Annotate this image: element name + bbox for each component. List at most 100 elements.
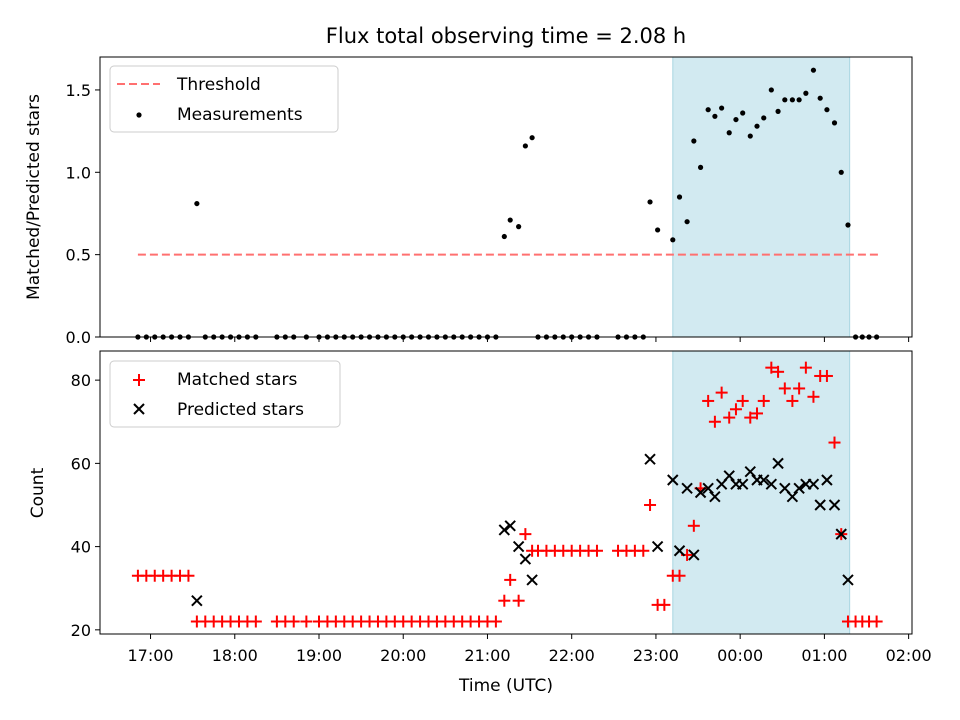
matched-star-point: [300, 615, 313, 628]
matched-star-point: [687, 519, 700, 532]
measurement-point: [516, 224, 522, 230]
predicted-star-point: [709, 490, 721, 503]
matched-star-point: [644, 498, 657, 511]
predicted-star-point: [821, 474, 833, 486]
predicted-star-point: [828, 499, 841, 511]
predicted-star-point: [651, 540, 664, 553]
matched-star-point: [673, 569, 686, 582]
bottom-x-tick-label: 20:00: [380, 646, 426, 665]
measurement-point: [684, 219, 690, 225]
bottom-x-tick-label: 19:00: [296, 646, 342, 665]
predicted-star-point: [772, 457, 784, 470]
top-plot-marks: [135, 67, 880, 340]
bottom-x-tick-label: 01:00: [801, 646, 847, 665]
measurement-point: [670, 237, 676, 243]
matched-star-point: [757, 394, 770, 407]
matched-star-point: [249, 615, 262, 628]
measurement-point: [775, 108, 781, 114]
matched-stars-legend-icon: [133, 374, 145, 386]
predicted-star-point: [736, 478, 749, 490]
bottom-y-tick-label: 80: [71, 371, 91, 390]
matched-star-point: [723, 411, 736, 424]
bottom-x-tick-label: 02:00: [886, 646, 932, 665]
predicted-star-point: [814, 499, 826, 511]
measurement-point: [824, 107, 830, 113]
measurement-point: [754, 123, 760, 129]
measurement-point: [796, 97, 802, 103]
predicted-star-point: [744, 465, 756, 478]
matched-star-point: [828, 436, 841, 449]
top-y-tick-label: 1.0: [66, 163, 91, 182]
top-y-tick-label: 0.5: [66, 246, 91, 265]
measurement-point: [507, 217, 513, 223]
bottom-x-tick-label: 17:00: [127, 646, 173, 665]
matched-star-point: [715, 386, 728, 399]
matched-star-point: [870, 615, 883, 628]
measurement-point: [733, 116, 739, 123]
measurement-point: [501, 233, 507, 240]
legend-label-measurements: Measurements: [177, 105, 303, 125]
measurement-point: [655, 227, 661, 233]
matched-star-point: [287, 615, 300, 628]
matched-star-point: [778, 382, 791, 395]
bottom-axis-ticks: 20 40 60 80 17:00 18:00 19:00 20:00 21:00 22:00 23…: [71, 371, 932, 665]
predicted-star-point: [519, 553, 532, 565]
bottom-shaded-interval: [672, 350, 851, 635]
bottom-x-tick-label: 00:00: [717, 646, 763, 665]
measurements-legend-icon: [136, 112, 142, 118]
matched-star-point: [182, 569, 195, 582]
predicted-star-point: [723, 470, 735, 482]
matched-star-point: [736, 394, 749, 407]
matched-star-point: [799, 361, 812, 374]
matched-star-point: [637, 544, 650, 557]
bottom-y-tick-label: 20: [71, 621, 91, 640]
matched-star-point: [772, 365, 785, 378]
matched-star-point: [504, 573, 517, 586]
matched-star-point: [498, 594, 511, 607]
predicted-star-point: [191, 594, 203, 607]
matched-star-point: [793, 382, 806, 395]
measurement-point: [194, 200, 200, 207]
bottom-x-tick-label: 21:00: [464, 646, 510, 665]
predicted-star-point: [793, 482, 805, 495]
measurement-point: [522, 143, 528, 149]
measurement-point: [740, 110, 746, 116]
legend-label-threshold: Threshold: [176, 75, 261, 95]
measurement-point: [831, 120, 838, 126]
legend-label-predicted-stars: Predicted stars: [177, 400, 304, 420]
top-axis-ticks: 0.0 0.5 1.0 1.5: [66, 81, 910, 347]
matched-star-point: [708, 415, 721, 428]
top-legend: Threshold Measurements: [109, 65, 339, 133]
bottom-y-tick-label: 60: [71, 454, 91, 473]
measurement-point: [782, 97, 788, 103]
bottom-subplot: 20 40 60 80 17:00 18:00 19:00 20:00 21:00 22:00 23…: [28, 350, 932, 696]
bottom-legend: Matched stars Predicted stars: [109, 360, 341, 428]
measurement-point: [789, 97, 795, 103]
bottom-legend-box: [109, 360, 341, 428]
predicted-star-point: [765, 478, 778, 490]
bottom-x-tick-label: 18:00: [212, 646, 258, 665]
measurement-point: [761, 115, 767, 121]
top-subplot: 0.0 0.5 1.0 1.5 Matched/Predicted stars Thr…: [24, 56, 913, 347]
matched-star-point: [512, 594, 525, 607]
bottom-x-tick-label: 22:00: [549, 646, 595, 665]
bottom-y-tick-label: 40: [71, 538, 91, 557]
legend-label-matched-stars: Matched stars: [177, 370, 297, 390]
measurement-point: [719, 105, 725, 111]
measurement-point: [705, 107, 711, 113]
measurement-point: [691, 138, 697, 144]
matched-star-point: [658, 598, 671, 611]
measurement-point: [697, 164, 704, 170]
predicted-star-point: [807, 478, 820, 490]
predicted-star-point: [842, 574, 854, 586]
matched-star-point: [744, 411, 757, 424]
measurement-point: [529, 135, 535, 141]
top-y-tick-label: 1.5: [66, 81, 91, 100]
matched-star-point: [820, 369, 833, 382]
predicted-star-point: [758, 474, 770, 486]
predicted-star-point: [644, 453, 656, 465]
matched-star-point: [786, 394, 799, 407]
matched-star-point: [519, 528, 532, 541]
bottom-plot-marks: [131, 361, 883, 628]
